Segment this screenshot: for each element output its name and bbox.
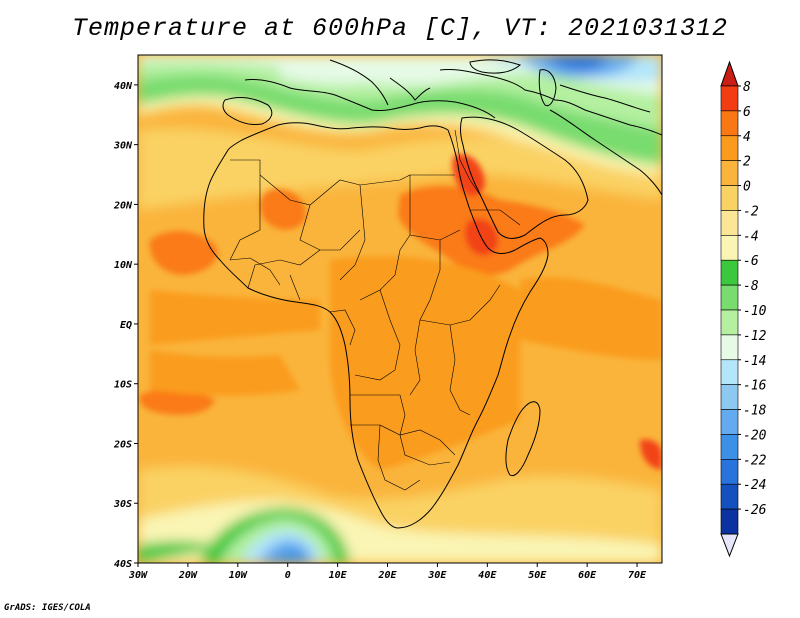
colorbar-label: -26 [743,503,767,518]
colorbar-swatch [720,259,739,286]
colorbar-label: 6 [743,105,751,120]
lat-tick-label: 20N [113,200,133,211]
colorbar-swatch [720,459,739,485]
colorbar-top-arrow [720,60,739,87]
colorbar-label: -6 [743,254,759,269]
lon-tick-label: 50E [528,570,547,581]
colorbar-label: -4 [743,229,759,244]
colorbar-label: -24 [743,478,766,493]
colorbar-label: -20 [743,428,767,443]
lat-tick-label: 10N [114,260,133,271]
colorbar-label: -22 [743,453,767,468]
lat-tick-label: 20S [113,439,132,450]
colorbar-swatch [720,235,739,261]
lat-tick-label: 10S [114,380,132,391]
colorbar-label: -16 [743,379,767,394]
colorbar-swatch [720,210,739,236]
colorbar-swatch [720,284,739,311]
country-borders [229,129,521,491]
lon-tick-label: 30W [128,570,148,581]
colorbar-swatch [720,309,739,336]
lon-tick-label: 30E [427,570,447,581]
lon-tick-label: 0 [285,570,291,581]
colorbar-label: -8 [743,279,759,294]
colorbar-label: 8 [743,80,751,95]
colorbar-swatch [720,359,739,385]
colorbar-swatch [720,508,739,535]
colorbar-label: 2 [743,155,751,170]
colorbar-swatch [720,409,739,435]
lon-tick-label: 10W [229,570,248,581]
grads-credit: GrADS: IGES/COLA [4,603,91,613]
lat-tick-label: 30S [113,499,132,510]
lat-tick-label: 40S [114,559,132,570]
lon-tick-label: 20W [178,570,198,581]
colorbar-swatch [720,135,739,161]
colorbar-label: -2 [743,204,759,219]
colorbar-bottom-arrow [720,533,739,558]
colorbar-swatch [720,334,739,361]
lat-tick-label: 40N [114,81,133,92]
lon-tick-label: 40E [478,570,497,581]
colorbar-label: -12 [743,329,767,344]
axis-ticks: 30W 20W 10W 0 10E 20E 30E 40E 50E 60E 70E 40N 30N 20N… [113,81,647,581]
colorbar-swatch [720,160,739,186]
colorbar-swatch [720,483,739,510]
coastlines [203,59,662,529]
lat-tick-label: 30N [113,141,133,152]
colorbar-label: -18 [743,404,767,419]
colorbar-label: -10 [743,304,767,319]
lat-tick-label: EQ [120,320,132,331]
colorbar-label: -14 [743,354,766,369]
lon-tick-label: 20E [377,570,397,581]
lon-tick-label: 60E [578,570,597,581]
map-frame [137,54,663,564]
colorbar-swatch [720,384,739,410]
colorbar-swatch [720,434,739,460]
colorbar-swatch [720,85,739,112]
lon-tick-label: 10E [329,570,348,581]
colorbar-swatch [720,110,739,137]
colorbar-swatch [720,185,739,211]
colorbar-label: 4 [743,130,751,145]
colorbar-label: 0 [743,180,751,195]
lon-tick-label: 70E [628,570,647,581]
map-title: Temperature at 600hPa [C], VT: 202103131… [71,14,729,43]
temperature-field [138,55,662,563]
colorbar: 8 6 4 2 0 -2 -4 -6 -8 -10 -12 -14 -16 -18 -20 -22 -24 -26 [720,60,767,558]
